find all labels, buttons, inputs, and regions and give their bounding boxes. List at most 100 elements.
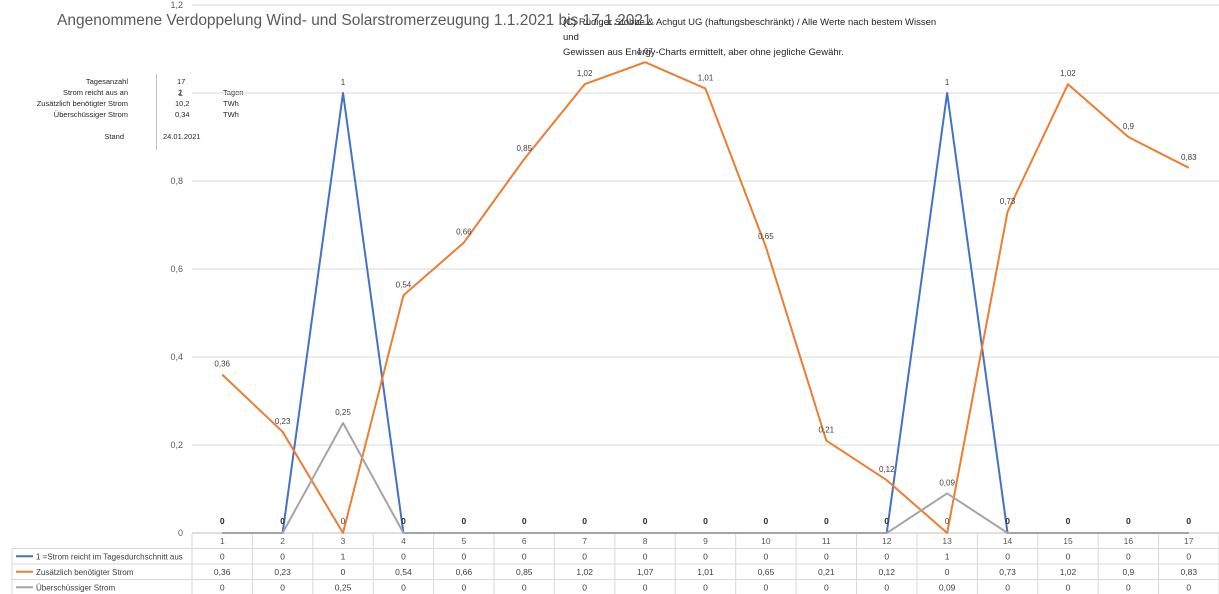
y-tick-label: 0,8 <box>170 176 183 186</box>
data-label: 0 <box>522 516 527 526</box>
data-label: 0 <box>885 517 890 526</box>
data-label: 0,73 <box>1000 197 1016 206</box>
copyright-line-1: (C) Rüdiger Stobbe & Achgut UG (haftungs… <box>563 17 937 43</box>
table-cell: 0,25 <box>335 582 352 592</box>
table-cell: 0 <box>945 567 950 577</box>
x-tick-label: 9 <box>703 536 708 546</box>
info-unit: TWh <box>223 99 239 108</box>
data-label: 0 <box>1186 516 1191 526</box>
data-label: 0,23 <box>275 417 291 426</box>
data-label: 0 <box>643 516 648 526</box>
table-cell: 0 <box>280 551 285 561</box>
info-value: 10,2 <box>175 99 190 108</box>
data-label: 0 <box>1005 516 1010 526</box>
table-cell: 0 <box>1066 551 1071 561</box>
info-unit: TWh <box>223 110 239 119</box>
x-tick-label: 15 <box>1063 536 1073 546</box>
info-value: 2 <box>178 88 183 97</box>
info-divider <box>156 74 157 150</box>
x-tick-label: 2 <box>280 536 285 546</box>
data-label: 0 <box>1066 517 1071 526</box>
data-label: 0 <box>220 516 225 526</box>
data-label: 0 <box>703 516 708 526</box>
y-tick-label: 0 <box>178 528 183 538</box>
table-cell: 0 <box>582 582 587 592</box>
table-cell: 1 <box>945 551 950 561</box>
data-label: 0 <box>522 517 527 526</box>
x-tick-label: 5 <box>461 536 466 546</box>
x-tick-label: 3 <box>341 536 346 546</box>
info-value: 17 <box>177 77 186 86</box>
table-cell: 0 <box>824 551 829 561</box>
x-tick-label: 14 <box>1003 536 1013 546</box>
table-cell: 0,23 <box>274 567 291 577</box>
data-label: 0 <box>280 517 285 526</box>
series-line <box>221 61 1190 534</box>
data-label: 0 <box>461 516 466 526</box>
table-cell: 0 <box>522 551 527 561</box>
y-tick-label: 0,4 <box>170 352 183 362</box>
x-tick-label: 4 <box>401 536 406 546</box>
data-label: 0 <box>764 517 769 526</box>
data-label: 0,36 <box>214 360 230 369</box>
data-label: 0,12 <box>879 465 895 474</box>
data-label: 0 <box>582 517 587 526</box>
stand-value: 24.01.2021 <box>163 132 201 141</box>
data-label: 0 <box>341 517 346 526</box>
x-tick-label: 8 <box>643 536 648 546</box>
data-label: 0 <box>884 516 889 526</box>
x-tick-label: 12 <box>882 536 892 546</box>
info-value: 0,34 <box>175 110 190 119</box>
data-label: 0 <box>824 516 829 526</box>
table-cell: 0,54 <box>395 567 412 577</box>
table-cell: 0,09 <box>939 582 956 592</box>
data-label: 0 <box>1066 516 1071 526</box>
table-cell: 0 <box>1005 582 1010 592</box>
table-cell: 0 <box>401 582 406 592</box>
table-cell: 0,65 <box>758 567 775 577</box>
table-cell: 0 <box>703 582 708 592</box>
info-label: Überschüssiger Strom <box>53 110 128 119</box>
data-label: 0 <box>280 516 285 526</box>
y-tick-label: 1,2 <box>170 0 183 10</box>
copyright-notice: (C) Rüdiger Stobbe & Achgut UG (haftungs… <box>563 15 943 60</box>
data-label: 0,83 <box>1181 153 1197 162</box>
table-cell: 0 <box>1066 582 1071 592</box>
legend-label: 1 =Strom reicht im Tagesdurchschnitt aus <box>36 552 183 561</box>
table-cell: 0 <box>1186 582 1191 592</box>
table-cell: 0 <box>461 582 466 592</box>
data-label: 0,09 <box>939 478 955 487</box>
data-label: 0,21 <box>819 426 835 435</box>
data-label: 1 <box>341 78 346 87</box>
table-cell: 0 <box>764 582 769 592</box>
table-cell: 0 <box>1126 551 1131 561</box>
table-cell: 0 <box>703 551 708 561</box>
data-label: 0 <box>1187 517 1192 526</box>
data-label: 1,02 <box>577 69 593 78</box>
table-cell: 0 <box>643 551 648 561</box>
data-label: 0 <box>643 517 648 526</box>
table-cell: 0 <box>1186 551 1191 561</box>
data-label: 1,07 <box>637 47 653 56</box>
table-cell: 0 <box>764 551 769 561</box>
table-cell: 0,21 <box>818 567 835 577</box>
legend-label: Überschüssiger Strom <box>36 583 115 592</box>
data-label: 1 <box>945 78 950 87</box>
data-label: 0,85 <box>516 144 532 153</box>
data-label: 0,54 <box>396 280 412 289</box>
x-tick-label: 6 <box>522 536 527 546</box>
data-label: 0 <box>462 517 467 526</box>
y-tick-label: 0,6 <box>170 264 183 274</box>
data-label: 0 <box>220 517 225 526</box>
table-cell: 0 <box>461 551 466 561</box>
x-tick-label: 16 <box>1124 536 1134 546</box>
table-cell: 0,83 <box>1181 567 1198 577</box>
table-cell: 0 <box>884 582 889 592</box>
table-cell: 0 <box>341 567 346 577</box>
series-line <box>222 422 1189 534</box>
data-label: 0 <box>1126 517 1131 526</box>
table-cell: 1 <box>341 551 346 561</box>
table-cell: 0,73 <box>999 567 1016 577</box>
table-cell: 0 <box>643 582 648 592</box>
